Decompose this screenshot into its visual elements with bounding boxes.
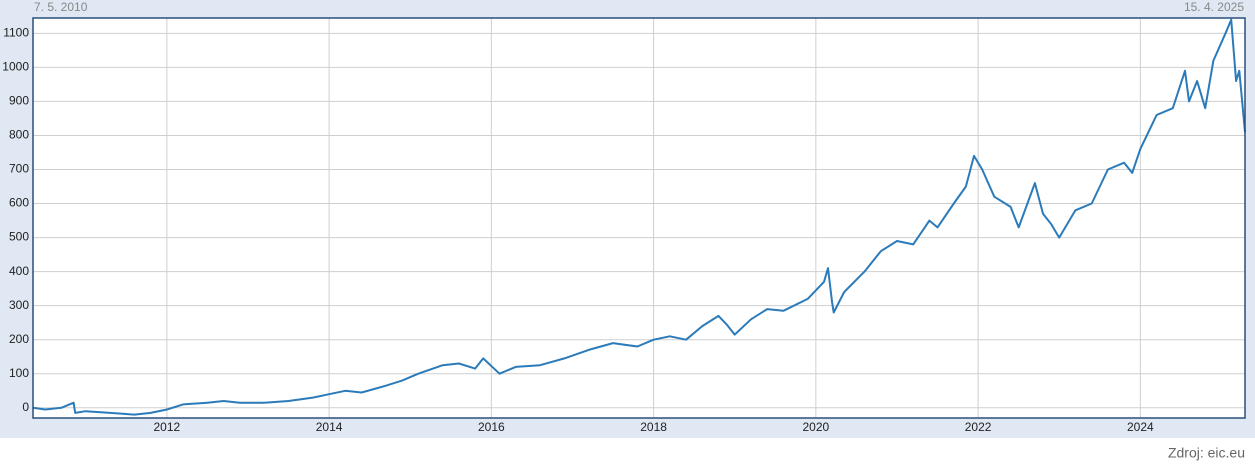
x-tick-label: 2024 <box>1127 420 1154 434</box>
data-line <box>32 18 1246 416</box>
x-tick-label: 2012 <box>154 420 181 434</box>
y-tick-label: 0 <box>22 400 29 414</box>
x-tick-label: 2016 <box>478 420 505 434</box>
plot-area <box>33 18 1245 418</box>
x-tick-label: 2018 <box>640 420 667 434</box>
y-tick-label: 900 <box>9 94 29 108</box>
x-tick-label: 2014 <box>316 420 343 434</box>
x-tick-label: 2020 <box>802 420 829 434</box>
y-tick-label: 1000 <box>2 60 29 74</box>
end-label: 15. 4. 2025 <box>1184 0 1244 14</box>
y-tick-label: 500 <box>9 230 29 244</box>
y-tick-label: 1100 <box>3 25 29 39</box>
y-tick-label: 300 <box>9 298 29 312</box>
y-tick-label: 600 <box>9 196 29 210</box>
y-tick-label: 200 <box>9 332 29 346</box>
x-tick-label: 2022 <box>965 420 992 434</box>
source: Zdroj: eic.eu <box>1168 445 1245 461</box>
y-tick-label: 400 <box>9 264 29 278</box>
y-tick-label: 800 <box>9 128 29 142</box>
y-tick-label: 700 <box>9 162 29 176</box>
y-tick-label: 100 <box>9 366 29 380</box>
start-label: 7. 5. 2010 <box>34 0 88 14</box>
plot-border <box>32 17 1246 419</box>
